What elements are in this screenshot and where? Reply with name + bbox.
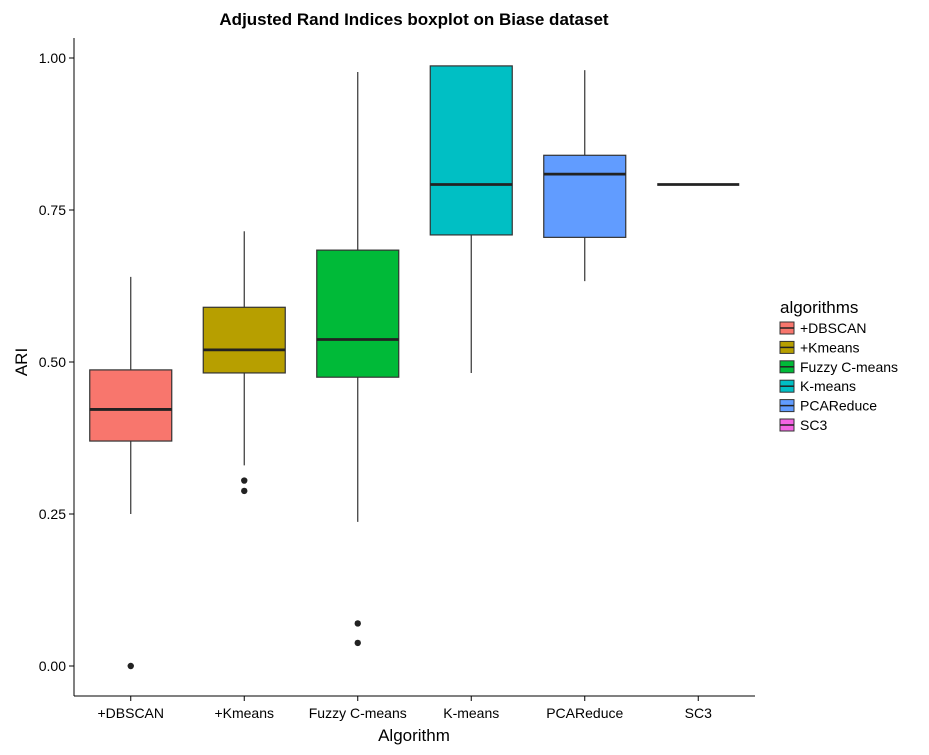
y-tick-label: 0.00 xyxy=(39,658,66,674)
legend-key xyxy=(779,360,795,374)
outlier-point xyxy=(241,487,248,495)
y-tick-label: 0.25 xyxy=(39,506,66,522)
outlier-point xyxy=(354,639,361,647)
legend-label: PCAReduce xyxy=(800,398,877,414)
y-tick-label: 0.50 xyxy=(39,354,66,370)
box-body xyxy=(543,154,627,238)
outlier-point xyxy=(354,620,361,627)
legend-label: +DBSCAN xyxy=(800,320,867,336)
chart-title: Adjusted Rand Indices boxplot on Biase d… xyxy=(219,10,609,29)
box-dbscan xyxy=(89,276,173,670)
legend-key xyxy=(779,379,795,393)
plot-area xyxy=(89,65,740,670)
x-tick-label: K-means xyxy=(443,705,499,721)
outlier-point xyxy=(241,477,248,484)
box-k-means xyxy=(429,65,513,373)
x-tick-label: SC3 xyxy=(685,705,712,721)
legend-key xyxy=(779,399,795,413)
y-axis-ticks: 0.00 0.25 0.50 0.75 1.00 xyxy=(39,50,74,674)
legend-label: +Kmeans xyxy=(800,339,860,355)
legend-key xyxy=(779,321,795,335)
x-tick-label: Fuzzy C-means xyxy=(309,705,407,721)
legend-key xyxy=(779,418,795,432)
y-tick-label: 1.00 xyxy=(39,50,66,66)
legend: algorithms +DBSCAN +Kmeans Fuzzy C-means K-… xyxy=(779,298,898,433)
box-kmeans xyxy=(202,231,286,495)
box-body xyxy=(316,249,400,378)
legend-label: K-means xyxy=(800,378,856,394)
legend-title: algorithms xyxy=(780,298,858,317)
legend-label: SC3 xyxy=(800,417,827,433)
y-tick-label: 0.75 xyxy=(39,202,66,218)
legend-key xyxy=(779,340,795,354)
box-body xyxy=(89,369,173,442)
x-tick-label: +DBSCAN xyxy=(97,705,164,721)
x-axis-title: Algorithm xyxy=(378,726,450,745)
outlier-point xyxy=(127,662,134,670)
y-axis-title: ARI xyxy=(12,348,31,376)
x-tick-label: PCAReduce xyxy=(546,705,623,721)
x-axis-ticks: +DBSCAN +Kmeans Fuzzy C-means K-means PCARed… xyxy=(97,696,712,721)
x-tick-label: +Kmeans xyxy=(214,705,274,721)
box-pcareduce xyxy=(543,70,627,282)
box-fuzzy-c-means xyxy=(316,71,400,647)
box-body xyxy=(202,306,286,374)
box-body xyxy=(429,65,513,236)
legend-label: Fuzzy C-means xyxy=(800,359,898,375)
